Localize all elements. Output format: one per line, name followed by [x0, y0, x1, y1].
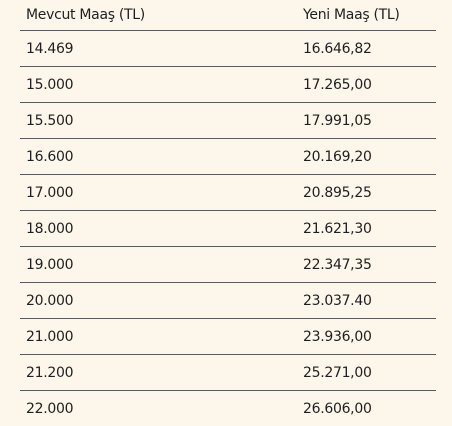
table-row: 20.000 23.037.40 — [20, 282, 436, 318]
table-row: 21.000 23.936,00 — [20, 318, 436, 354]
header-cell: Yeni Maaş (TL) — [303, 7, 400, 23]
table-row: 15.000 17.265,00 — [20, 66, 436, 102]
table-cell: 21.621,30 — [303, 220, 372, 237]
table-cell: 26.606,00 — [303, 400, 372, 417]
table-cell: 16.600 — [26, 148, 74, 165]
table-cell: 20.169,20 — [303, 148, 372, 165]
table-cell: 17.991,05 — [303, 112, 372, 129]
table-cell: 14.469 — [26, 40, 74, 57]
table-row: 21.200 25.271,00 — [20, 354, 436, 390]
table-cell: 21.200 — [26, 364, 74, 381]
table-row: 19.000 22.347,35 — [20, 246, 436, 282]
table-cell: 17.265,00 — [303, 76, 372, 93]
table-cell: 20.000 — [26, 292, 74, 309]
table-cell: 15.000 — [26, 76, 74, 93]
table-cell: 15.500 — [26, 112, 74, 129]
table-cell: 16.646,82 — [303, 40, 372, 57]
table-cell: 22.347,35 — [303, 256, 372, 273]
table-row: 17.000 20.895,25 — [20, 174, 436, 210]
table-row: 16.600 20.169,20 — [20, 138, 436, 174]
table-cell: 21.000 — [26, 328, 74, 345]
header-row: Mevcut Maaş (TL) Yeni Maaş (TL) — [20, 0, 436, 30]
header-cell: Mevcut Maaş (TL) — [26, 7, 145, 23]
table-row: 22.000 26.606,00 — [20, 390, 436, 426]
table-cell: 23.037.40 — [303, 292, 372, 309]
table-cell: 19.000 — [26, 256, 74, 273]
table-row: 15.500 17.991,05 — [20, 102, 436, 138]
table-cell: 22.000 — [26, 400, 74, 417]
table-row: 18.000 21.621,30 — [20, 210, 436, 246]
table-cell: 20.895,25 — [303, 184, 372, 201]
table-row: 14.469 16.646,82 — [20, 30, 436, 66]
table-cell: 18.000 — [26, 220, 74, 237]
table-cell: 23.936,00 — [303, 328, 372, 345]
table-cell: 17.000 — [26, 184, 74, 201]
table-cell: 25.271,00 — [303, 364, 372, 381]
